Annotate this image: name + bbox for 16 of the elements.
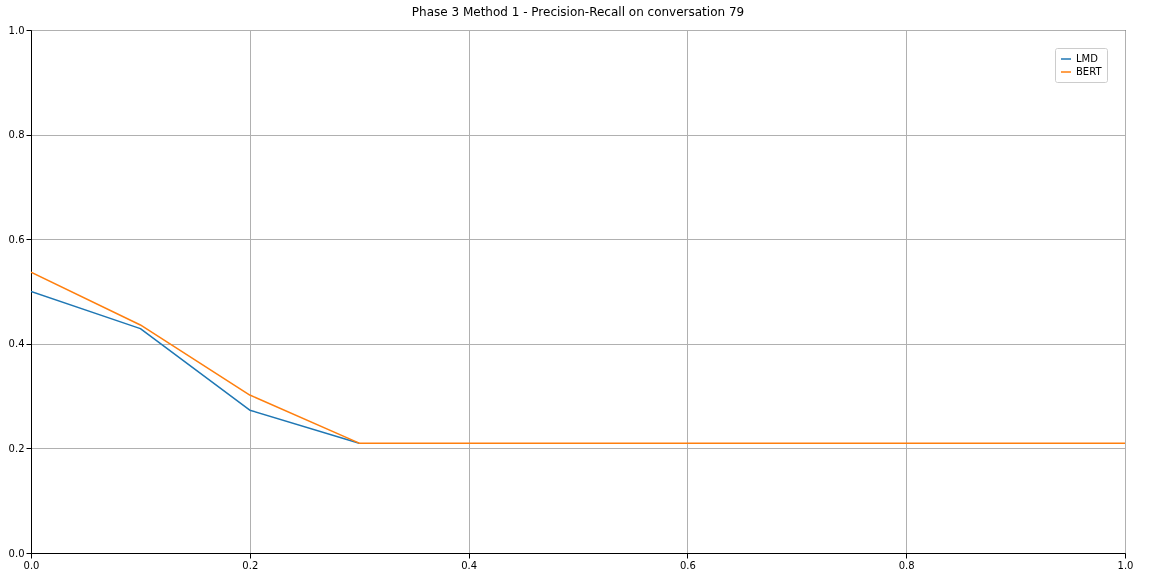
x-tick-label: 0.8 xyxy=(898,559,915,571)
x-tick-label: 0.6 xyxy=(679,559,696,571)
y-tick-label: 0.0 xyxy=(8,547,25,559)
legend-label: BERT xyxy=(1076,66,1103,77)
y-tick-label: 1.0 xyxy=(8,24,25,36)
y-tick-label: 0.2 xyxy=(8,442,25,454)
y-tick-label: 0.6 xyxy=(8,233,25,245)
x-tick-label: 0.0 xyxy=(23,559,40,571)
y-tick-label: 0.4 xyxy=(8,338,25,350)
x-tick-label: 0.4 xyxy=(461,559,478,571)
legend-label: LMD xyxy=(1076,53,1099,64)
y-tick-label: 0.8 xyxy=(8,129,25,141)
chart-title: Phase 3 Method 1 - Precision-Recall on conversation 79 xyxy=(411,5,745,19)
line-series xyxy=(31,271,1125,444)
x-tick-label: 0.2 xyxy=(242,559,259,571)
x-tick-label: 1.0 xyxy=(1117,559,1134,571)
